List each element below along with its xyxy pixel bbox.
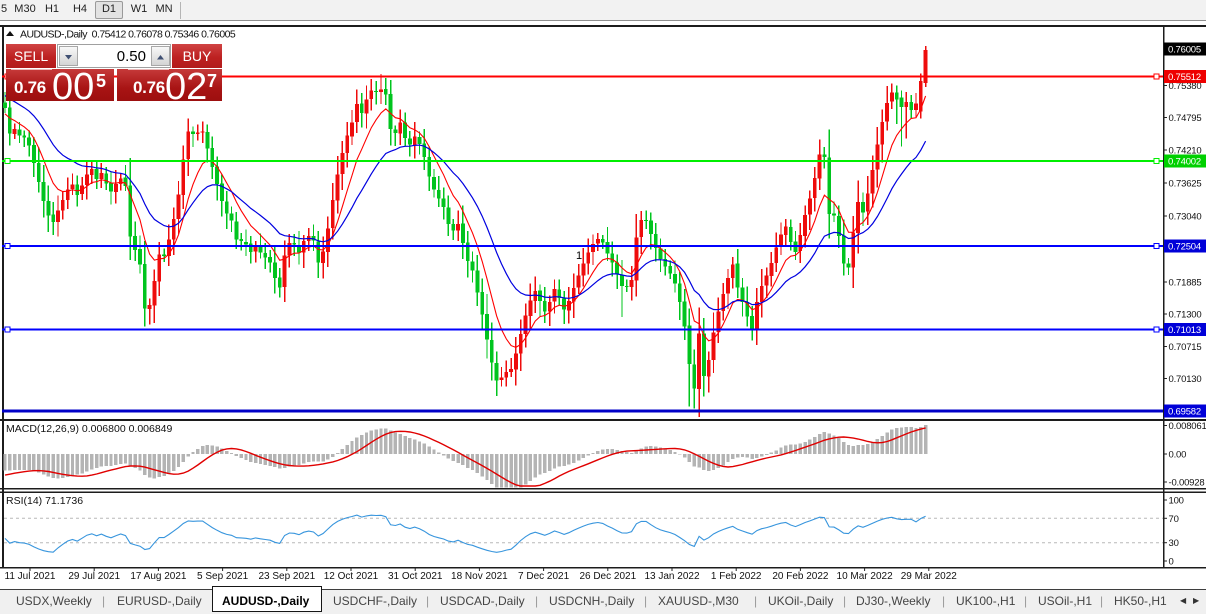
- svg-text:30: 30: [1169, 538, 1179, 549]
- svg-text:0.00: 0.00: [1169, 450, 1187, 461]
- svg-text:31 Oct 2021: 31 Oct 2021: [388, 571, 443, 582]
- svg-text:0.70715: 0.70715: [1169, 342, 1202, 353]
- svg-text:5 Sep 2021: 5 Sep 2021: [197, 571, 249, 582]
- svg-text:0.74002: 0.74002: [1168, 157, 1201, 168]
- svg-text:7 Dec 2021: 7 Dec 2021: [518, 571, 570, 582]
- svg-text:0.72504: 0.72504: [1168, 242, 1201, 253]
- svg-text:0.75380: 0.75380: [1169, 81, 1202, 92]
- svg-text:1 Feb 2022: 1 Feb 2022: [711, 571, 762, 582]
- svg-text:0: 0: [1169, 557, 1174, 568]
- svg-text:0.71013: 0.71013: [1168, 325, 1201, 336]
- svg-text:13 Jan 2022: 13 Jan 2022: [644, 571, 699, 582]
- svg-text:0.74210: 0.74210: [1169, 146, 1202, 157]
- svg-text:18 Nov 2021: 18 Nov 2021: [451, 571, 508, 582]
- svg-text:0.69582: 0.69582: [1168, 407, 1201, 418]
- svg-text:23 Sep 2021: 23 Sep 2021: [258, 571, 315, 582]
- svg-text:0.71885: 0.71885: [1169, 278, 1202, 289]
- svg-text:17 Aug 2021: 17 Aug 2021: [130, 571, 187, 582]
- svg-text:-0.00928: -0.00928: [1169, 478, 1205, 489]
- svg-text:0.75512: 0.75512: [1168, 72, 1201, 83]
- svg-text:MACD(12,26,9) 0.006800 0.00684: MACD(12,26,9) 0.006800 0.006849: [6, 423, 173, 435]
- svg-text:RSI(14) 71.1736: RSI(14) 71.1736: [6, 495, 83, 507]
- svg-text:AUDUSD-,Daily 0.75412 0.76078: AUDUSD-,Daily 0.75412 0.76078 0.75346 0.…: [20, 29, 236, 41]
- svg-text:0.76005: 0.76005: [1168, 45, 1201, 56]
- svg-text:70: 70: [1169, 514, 1179, 525]
- svg-text:0.70130: 0.70130: [1169, 374, 1202, 385]
- svg-text:29 Jul 2021: 29 Jul 2021: [68, 571, 120, 582]
- svg-text:20 Feb 2022: 20 Feb 2022: [772, 571, 829, 582]
- svg-text:29 Mar 2022: 29 Mar 2022: [901, 571, 958, 582]
- svg-text:0.71300: 0.71300: [1169, 310, 1202, 321]
- svg-text:0.008061: 0.008061: [1169, 421, 1206, 432]
- svg-text:26 Dec 2021: 26 Dec 2021: [579, 571, 636, 582]
- svg-text:100: 100: [1169, 496, 1184, 507]
- svg-text:12 Oct 2021: 12 Oct 2021: [324, 571, 379, 582]
- svg-text:11 Jul 2021: 11 Jul 2021: [5, 571, 56, 582]
- svg-text:1: 1: [576, 250, 582, 262]
- svg-text:0.73040: 0.73040: [1169, 212, 1202, 223]
- svg-text:0.73625: 0.73625: [1169, 179, 1202, 190]
- svg-text:10 Mar 2022: 10 Mar 2022: [837, 571, 894, 582]
- svg-text:0.74795: 0.74795: [1169, 113, 1202, 124]
